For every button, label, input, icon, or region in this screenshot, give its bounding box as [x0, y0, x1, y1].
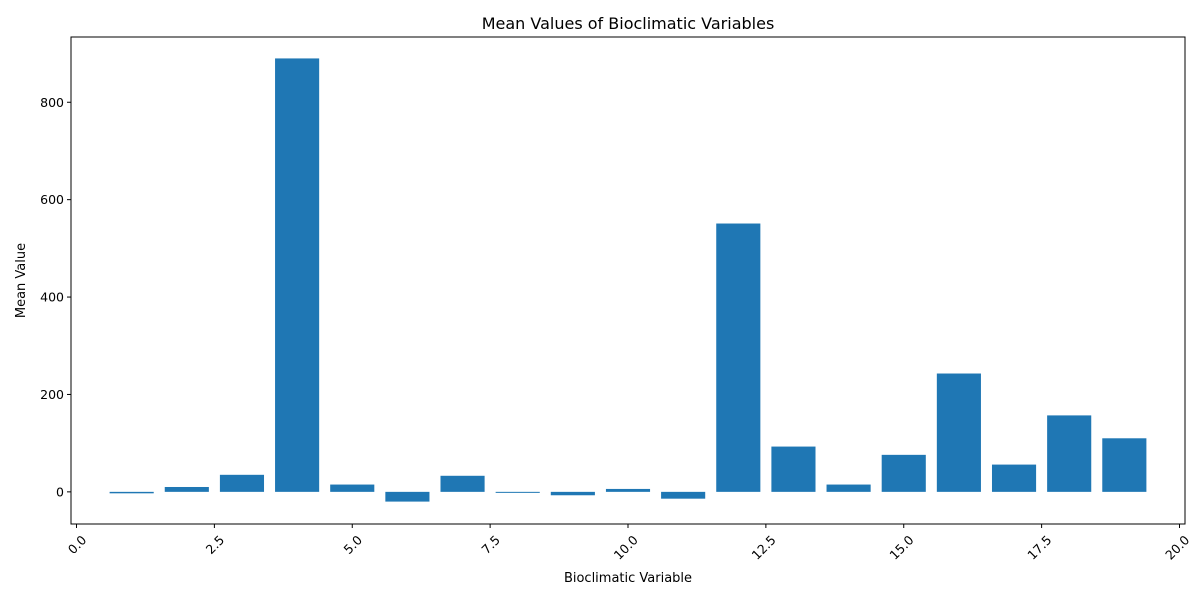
x-tick-label: 2.5 [203, 532, 228, 557]
bar-3 [219, 474, 265, 492]
bar-19 [1102, 438, 1147, 492]
bar-14 [826, 484, 871, 492]
y-axis-ticks: 0 200 400 600 800 [40, 95, 71, 499]
y-tick-label: 800 [40, 95, 64, 110]
x-tick-label: 10.0 [611, 532, 641, 562]
bar-17 [991, 464, 1037, 492]
y-tick-label: 600 [40, 192, 64, 207]
x-axis-ticks: 0.0 2.5 5.0 7.5 10.0 12.5 15.0 17.5 20.0 [65, 524, 1192, 563]
chart-title: Mean Values of Bioclimatic Variables [482, 14, 775, 33]
plot-frame [70, 36, 1186, 525]
x-tick-label: 5.0 [340, 532, 365, 557]
bar-1 [109, 491, 154, 494]
y-axis-label: Mean Value [14, 243, 29, 318]
x-tick-label: 7.5 [478, 532, 503, 557]
x-tick-label: 20.0 [1162, 532, 1192, 562]
bar-16 [936, 373, 981, 492]
bar-6 [385, 491, 430, 502]
bar-4 [275, 58, 320, 492]
bar-8 [495, 491, 540, 493]
x-tick-label: 17.5 [1024, 532, 1054, 562]
bar-18 [1047, 415, 1092, 492]
x-tick-label: 0.0 [65, 532, 90, 557]
bar-2 [164, 486, 209, 492]
x-tick-label: 15.0 [886, 532, 916, 562]
bar-5 [330, 484, 375, 492]
bar-10 [605, 488, 651, 492]
bar-11 [661, 491, 706, 499]
x-axis-label: Bioclimatic Variable [564, 571, 692, 586]
bar-12 [716, 223, 761, 492]
bar-15 [881, 454, 926, 492]
x-tick-label: 12.5 [748, 532, 778, 562]
bars-group [109, 58, 1147, 502]
y-tick-label: 200 [40, 387, 64, 402]
y-tick-label: 400 [40, 290, 64, 305]
bar-13 [771, 446, 816, 492]
bar-9 [550, 491, 595, 496]
y-tick-label: 0 [56, 484, 64, 499]
bar-7 [440, 475, 485, 492]
